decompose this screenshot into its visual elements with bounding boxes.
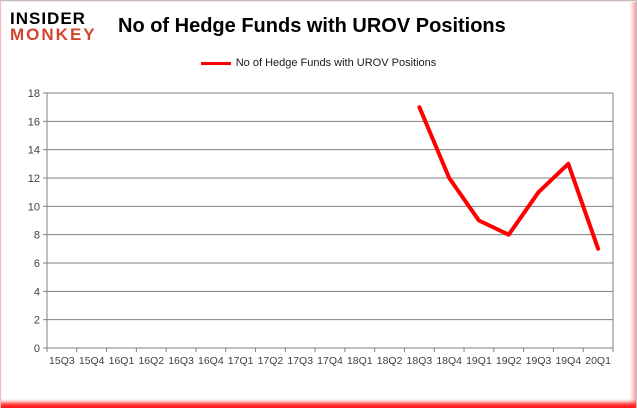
x-axis-tick-label: 18Q4 — [436, 355, 462, 367]
x-axis-tick-label: 17Q1 — [228, 355, 254, 367]
x-axis-tick-label: 17Q4 — [317, 355, 343, 367]
y-axis-tick-label: 6 — [34, 258, 40, 270]
y-axis-tick-label: 18 — [28, 88, 40, 100]
y-axis-tick-label: 2 — [34, 315, 40, 327]
y-axis-tick-label: 0 — [34, 343, 40, 355]
y-axis-tick-label: 4 — [34, 286, 40, 298]
x-axis-tick-label: 17Q3 — [287, 355, 313, 367]
data-line-series — [417, 105, 601, 251]
x-axis-tick-label: 19Q3 — [526, 355, 552, 367]
x-axis-tick-label: 16Q1 — [109, 355, 135, 367]
x-axis-tick-label: 19Q2 — [496, 355, 522, 367]
x-axis-tick-label: 18Q2 — [377, 355, 403, 367]
x-axis-tick-label: 17Q2 — [258, 355, 284, 367]
x-axis-tick-label: 16Q2 — [138, 355, 164, 367]
insider-monkey-logo: INSIDER MONKEY — [10, 9, 97, 44]
y-axis-tick-label: 14 — [28, 145, 40, 157]
logo-line2: MONKEY — [10, 24, 97, 44]
legend-label: No of Hedge Funds with UROV Positions — [235, 57, 437, 69]
x-axis-tick-label: 18Q3 — [407, 355, 433, 367]
x-axis-tick-label: 15Q3 — [49, 355, 75, 367]
legend-line-sample-icon — [200, 61, 231, 65]
x-axis-tick-label: 15Q4 — [79, 355, 105, 367]
plot-area: 0 2 4 6 8 10 12 14 16 18 15Q3 15Q4 16Q1 16Q2 16Q3 16Q4 1… — [0, 78, 637, 400]
x-axis-tick-label: 20Q1 — [585, 355, 611, 367]
line-chart-svg: 0 2 4 6 8 10 12 14 16 18 15Q3 15Q4 16Q1 16Q2 16Q3 16Q4 1… — [28, 88, 614, 367]
y-axis-tick-label: 16 — [28, 116, 40, 128]
x-axis-tick-label: 16Q4 — [198, 355, 224, 367]
x-axis-tick-label: 18Q1 — [347, 355, 373, 367]
x-axis-tick-label: 16Q3 — [168, 355, 194, 367]
y-axis-tick-label: 10 — [28, 201, 40, 213]
y-axis-tick-label: 8 — [34, 230, 40, 242]
x-axis-tick-label: 19Q1 — [466, 355, 492, 367]
x-axis-tick-label: 19Q4 — [555, 355, 581, 367]
y-axis-tick-label: 12 — [28, 173, 40, 185]
legend: No of Hedge Funds with UROV Positions — [0, 57, 637, 69]
chart-title: No of Hedge Funds with UROV Positions — [118, 15, 506, 37]
logo-line1: INSIDER — [10, 9, 86, 28]
